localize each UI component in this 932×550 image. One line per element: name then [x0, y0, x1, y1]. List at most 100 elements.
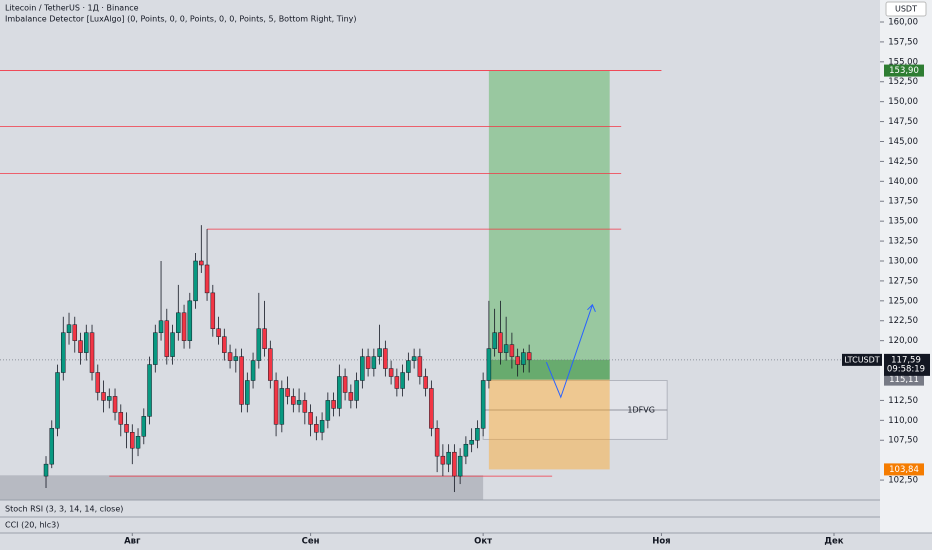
- candle-body: [84, 332, 89, 353]
- candle-body: [400, 372, 405, 389]
- candle-body: [153, 332, 158, 365]
- candle-body: [227, 352, 233, 361]
- y-tick-label: 150,00: [888, 97, 918, 107]
- currency-button[interactable]: [885, 1, 927, 17]
- fvg-label: 1DFVG: [627, 405, 655, 414]
- candle-body: [440, 455, 446, 465]
- candle-body: [475, 428, 480, 441]
- candle-body: [176, 312, 181, 333]
- candle-body: [291, 396, 296, 405]
- candle-body: [256, 328, 262, 361]
- candle-body: [371, 356, 377, 369]
- candle-body: [509, 344, 515, 357]
- candle-body: [377, 348, 382, 357]
- candle-body: [216, 328, 221, 337]
- target-tag: [884, 64, 924, 77]
- y-tick-label: 137,50: [888, 197, 918, 207]
- candle-body: [130, 432, 135, 449]
- y-tick-label: 132,50: [888, 237, 918, 247]
- y-tick-label: 157,50: [888, 37, 918, 47]
- y-tick-label: 155,00: [888, 57, 918, 67]
- candle-body: [480, 380, 486, 429]
- y-tick-label: 125,00: [888, 296, 918, 306]
- candle-body: [388, 368, 394, 377]
- candle-body: [210, 292, 216, 329]
- y-tick-label: 107,50: [888, 436, 918, 446]
- candle-body: [268, 348, 273, 381]
- y-tick-label: 142,50: [888, 157, 918, 167]
- candle-body: [78, 340, 83, 353]
- candle-body: [66, 324, 72, 333]
- x-tick-label: Ноя: [652, 537, 670, 547]
- candle-body: [245, 380, 250, 405]
- candle-body: [515, 356, 520, 365]
- y-tick-label: 130,00: [888, 256, 918, 266]
- candle-body: [365, 356, 371, 369]
- candle-body: [141, 416, 147, 437]
- x-tick-label: Сен: [302, 537, 320, 547]
- candle-body: [89, 332, 95, 373]
- candle-body: [411, 356, 417, 361]
- candle-body: [49, 428, 55, 465]
- stop-tag: [884, 463, 924, 476]
- candle-body: [360, 356, 365, 381]
- candle-body: [273, 380, 279, 425]
- y-tick-label: 147,50: [888, 117, 918, 127]
- candle-body: [383, 348, 388, 369]
- candle-body: [342, 376, 348, 393]
- candle-body: [101, 392, 106, 401]
- entry-tag-label: 115,11: [889, 375, 919, 385]
- candle-body: [486, 348, 492, 381]
- y-tick-label: 140,00: [888, 177, 918, 187]
- candle-body: [170, 332, 175, 357]
- last-price-label: 117,59: [891, 355, 921, 365]
- candle-body: [187, 300, 193, 341]
- candle-body: [222, 336, 227, 353]
- candle-body: [498, 332, 503, 353]
- candle-body: [124, 424, 129, 433]
- candle-body: [331, 400, 336, 409]
- candle-body: [314, 424, 319, 433]
- y-tick-label: 102,50: [888, 476, 918, 486]
- candle-body: [457, 455, 463, 477]
- candle-body: [118, 412, 124, 425]
- arrow-head: [587, 303, 596, 313]
- candle-body: [406, 360, 411, 373]
- candle-body: [337, 376, 342, 409]
- stop-zone: [488, 379, 610, 470]
- candle-body: [423, 376, 428, 389]
- candle-body: [72, 324, 78, 341]
- candle-body: [147, 364, 152, 417]
- candle-body: [446, 451, 451, 465]
- target-tag-label: 153,90: [889, 66, 919, 76]
- candle-body: [325, 400, 331, 421]
- candle-body: [262, 328, 267, 349]
- y-tick-label: 127,50: [888, 276, 918, 286]
- candle-body: [55, 372, 60, 429]
- candle-body: [296, 400, 302, 405]
- y-tick-label: 135,00: [888, 217, 918, 227]
- candle-body: [434, 428, 440, 457]
- candle-body: [302, 400, 308, 413]
- y-tick-label: 112,50: [888, 396, 918, 406]
- candle-body: [285, 388, 290, 397]
- candle-body: [112, 396, 118, 413]
- candle-body: [107, 396, 112, 401]
- candle-body: [354, 380, 359, 401]
- candle-body: [164, 320, 170, 357]
- candle-body: [319, 420, 325, 433]
- candle-body: [469, 439, 474, 445]
- last-price-tag: [884, 353, 930, 376]
- candle-body: [135, 436, 141, 449]
- y-tick-label: 160,00: [888, 17, 918, 27]
- candle-body: [250, 360, 256, 381]
- candle-body: [204, 264, 210, 294]
- y-tick-label: 110,00: [888, 416, 918, 426]
- countdown: 09:58:19: [887, 364, 925, 374]
- x-tick-label: Дек: [824, 537, 843, 547]
- indicator-label: CCI (20, hlc3): [5, 521, 59, 530]
- candle-body: [193, 260, 198, 302]
- candle-body: [348, 392, 354, 401]
